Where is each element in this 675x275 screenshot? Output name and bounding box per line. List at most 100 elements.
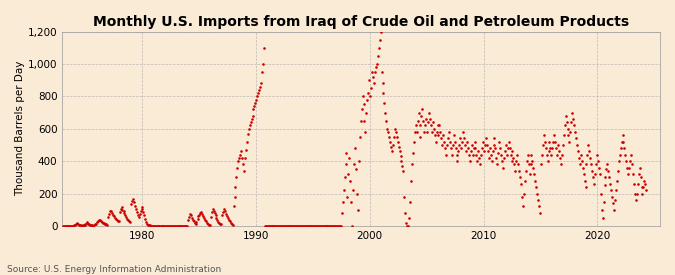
Point: [231, 175, 242, 180]
Point: [600, 175, 611, 180]
Point: [425, 117, 435, 121]
Point: [603, 169, 614, 173]
Point: [421, 117, 431, 121]
Point: [460, 149, 471, 154]
Point: [153, 224, 164, 228]
Point: [403, 224, 414, 228]
Point: [271, 224, 281, 228]
Point: [160, 224, 171, 228]
Point: [223, 218, 234, 222]
Point: [87, 223, 98, 228]
Point: [282, 224, 293, 228]
Point: [449, 139, 460, 144]
Point: [114, 210, 125, 214]
Point: [72, 221, 82, 226]
Point: [456, 146, 466, 150]
Point: [520, 178, 531, 183]
Point: [261, 224, 272, 228]
Point: [612, 178, 622, 183]
Point: [278, 224, 289, 228]
Point: [412, 119, 423, 123]
Point: [410, 123, 421, 128]
Point: [533, 198, 543, 202]
Point: [369, 81, 379, 86]
Point: [491, 156, 502, 160]
Point: [161, 224, 171, 228]
Point: [562, 126, 573, 131]
Point: [319, 224, 329, 228]
Point: [625, 159, 636, 163]
Point: [162, 224, 173, 228]
Point: [120, 213, 131, 218]
Point: [116, 205, 127, 210]
Point: [198, 214, 209, 218]
Point: [134, 212, 145, 216]
Point: [173, 224, 184, 228]
Point: [612, 169, 623, 173]
Point: [177, 224, 188, 228]
Point: [322, 224, 333, 228]
Point: [313, 224, 323, 228]
Point: [427, 120, 438, 125]
Point: [125, 220, 136, 224]
Point: [394, 144, 404, 149]
Point: [57, 224, 68, 228]
Point: [418, 119, 429, 123]
Point: [601, 167, 612, 171]
Point: [273, 224, 284, 228]
Point: [453, 149, 464, 154]
Point: [92, 220, 103, 224]
Point: [336, 211, 347, 215]
Point: [263, 224, 273, 228]
Point: [460, 143, 470, 147]
Point: [235, 152, 246, 157]
Point: [368, 75, 379, 79]
Point: [634, 165, 645, 170]
Point: [79, 222, 90, 227]
Point: [358, 102, 369, 107]
Point: [153, 224, 163, 228]
Point: [545, 146, 556, 150]
Point: [275, 224, 286, 228]
Point: [472, 159, 483, 163]
Point: [439, 139, 450, 144]
Point: [190, 222, 201, 226]
Point: [117, 208, 128, 212]
Point: [226, 222, 237, 226]
Point: [598, 199, 609, 204]
Point: [518, 204, 529, 209]
Point: [387, 149, 398, 154]
Point: [620, 152, 631, 157]
Point: [526, 152, 537, 157]
Point: [268, 224, 279, 228]
Point: [561, 120, 572, 125]
Point: [443, 136, 454, 141]
Point: [591, 162, 601, 167]
Point: [304, 224, 315, 228]
Point: [537, 143, 548, 147]
Point: [628, 172, 639, 176]
Point: [109, 216, 120, 220]
Point: [82, 220, 93, 224]
Point: [88, 223, 99, 227]
Point: [338, 188, 349, 192]
Point: [186, 216, 197, 220]
Point: [553, 143, 564, 147]
Point: [505, 152, 516, 157]
Point: [80, 222, 91, 227]
Point: [288, 224, 298, 228]
Point: [619, 146, 630, 150]
Point: [499, 156, 510, 160]
Point: [431, 130, 442, 134]
Point: [537, 152, 547, 157]
Point: [604, 175, 615, 180]
Point: [513, 162, 524, 167]
Point: [234, 156, 244, 160]
Point: [464, 159, 475, 163]
Point: [88, 223, 99, 228]
Point: [139, 213, 150, 218]
Point: [236, 149, 246, 154]
Point: [326, 224, 337, 228]
Point: [502, 152, 512, 157]
Point: [614, 159, 624, 163]
